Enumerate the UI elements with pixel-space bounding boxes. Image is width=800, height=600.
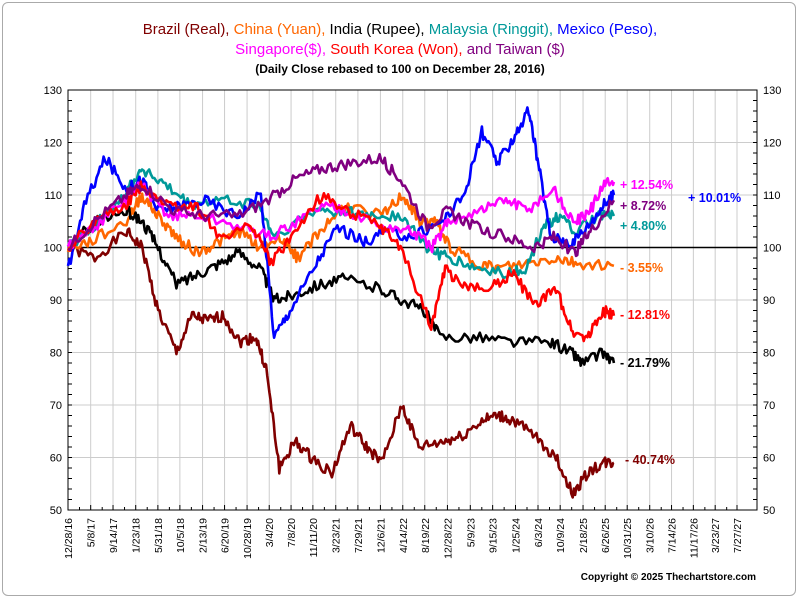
y-tick-label-right: 120 (763, 138, 781, 150)
x-tick-label: 5/31/18 (153, 518, 165, 553)
y-tick-label-right: 50 (763, 505, 775, 517)
y-tick-label-right: 80 (763, 348, 775, 360)
x-tick-label: 3/10/26 (645, 518, 657, 553)
x-tick-label: 3/23/21 (331, 518, 343, 553)
x-tick-label: 10/9/24 (555, 518, 567, 553)
x-tick-label: 3/4/20 (264, 518, 276, 547)
x-tick-label: 12/28/22 (442, 518, 454, 559)
x-tick-label: 9/14/17 (108, 518, 120, 553)
chart-title-line-1: Brazil (Real), China (Yuan), India (Rupe… (0, 20, 800, 40)
x-tick-label: 11/17/26 (688, 518, 700, 558)
series-end-label: + 12.54% (620, 178, 673, 192)
x-tick-label: 4/14/22 (398, 518, 410, 553)
x-tick-label: 8/19/22 (420, 518, 432, 553)
y-tick-label-right: 70 (763, 400, 775, 412)
title-part: Malaysia (Ringgit), (428, 21, 558, 38)
x-tick-label: 10/31/25 (622, 518, 634, 559)
title-part: and Taiwan ($) (466, 41, 565, 58)
series-end-label: - 3.55% (620, 261, 663, 275)
plot-border (67, 89, 758, 511)
y-tick-label-right: 130 (763, 85, 781, 97)
x-tick-label: 1/23/18 (131, 518, 143, 553)
chart-title-line-2: Singapore($), South Korea (Won), and Tai… (0, 40, 800, 60)
y-tick-label-right: 60 (763, 453, 775, 465)
series-end-label: - 21.79% (620, 356, 670, 370)
y-tick-label-left: 60 (50, 453, 62, 465)
x-tick-label: 5/9/23 (465, 518, 477, 547)
x-tick-label: 2/13/19 (198, 518, 210, 553)
x-tick-label: 6/3/24 (533, 518, 545, 547)
y-tick-label-right: 90 (763, 295, 775, 307)
series-line-china-yuan- (66, 192, 615, 274)
title-part: South Korea (Won), (330, 41, 467, 58)
title-part: Brazil (Real), (142, 21, 234, 38)
x-tick-label: 7/14/26 (667, 518, 679, 553)
series-line-taiwan- (67, 152, 616, 258)
y-tick-label-left: 130 (44, 85, 62, 97)
x-tick-label: 10/28/19 (242, 518, 254, 559)
series-line-india-rupee- (67, 204, 616, 368)
series-end-label: + 10.01% (688, 191, 741, 205)
x-tick-label: 11/11/20 (308, 518, 320, 557)
y-tick-label-right: 110 (763, 190, 781, 202)
x-tick-label: 6/26/25 (600, 518, 612, 553)
y-tick-label-left: 110 (44, 190, 62, 202)
x-tick-label: 5/8/17 (86, 518, 98, 547)
x-tick-label: 6/20/19 (220, 518, 232, 553)
series-end-label: - 12.81% (620, 308, 670, 322)
chart-subtitle: (Daily Close rebased to 100 on December … (255, 62, 545, 76)
title-part: India (Rupee), (329, 21, 429, 38)
x-tick-label: 12/28/16 (63, 518, 75, 559)
x-tick-label: 7/29/21 (353, 518, 365, 553)
y-tick-label-left: 80 (50, 348, 62, 360)
series-end-label: - 40.74% (625, 453, 675, 467)
series-line-brazil-real- (67, 227, 615, 499)
x-tick-label: 9/15/23 (488, 518, 500, 553)
series-line-south-korea-won- (67, 180, 616, 343)
series-end-label: + 8.72% (620, 199, 666, 213)
x-tick-label: 2/18/25 (578, 518, 590, 553)
y-tick-label-left: 50 (50, 505, 62, 517)
series-line-mexico-peso- (66, 106, 616, 340)
title-part: Singapore($), (235, 41, 331, 58)
x-tick-label: 1/25/24 (511, 518, 523, 553)
y-tick-label-right: 100 (763, 243, 781, 255)
y-tick-label-left: 120 (44, 138, 62, 150)
series-end-label: + 4.80% (620, 219, 666, 233)
x-tick-label: 3/23/27 (710, 518, 722, 553)
copyright: Copyright © 2025 Thechartstore.com (580, 572, 756, 583)
x-tick-label: 12/6/21 (375, 518, 387, 553)
title-part: China (Yuan), (233, 21, 330, 38)
y-tick-label-left: 70 (50, 400, 62, 412)
x-tick-label: 10/5/18 (175, 518, 187, 553)
x-tick-label: 7/8/20 (286, 518, 298, 547)
title-part: Mexico (Peso), (557, 21, 658, 38)
x-tick-label: 7/27/27 (732, 518, 744, 553)
y-tick-label-left: 100 (44, 243, 62, 255)
y-tick-label-left: 90 (50, 295, 62, 307)
